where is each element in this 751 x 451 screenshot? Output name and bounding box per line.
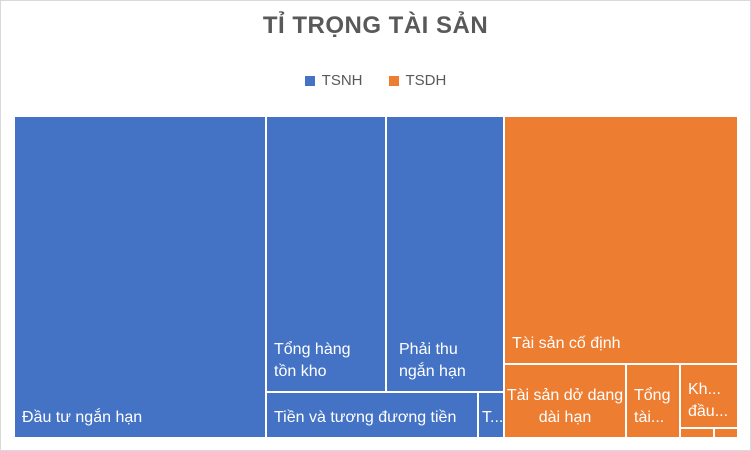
tile-label: Tài sản dở dang dài hạn <box>506 387 624 426</box>
legend-label-tsdh: TSDH <box>405 72 447 89</box>
tile-label: Tổng hàng tồn kho <box>274 341 351 380</box>
legend-label-tsnh: TSNH <box>321 72 363 89</box>
tile-label: Đầu tư ngắn hạn <box>22 409 143 426</box>
tile-label: Tài sản cố định <box>512 335 621 352</box>
treemap-tile-tien-va-tuong-duong-tien: Tiền và tương đương tiền <box>266 392 478 438</box>
tile-label: T... <box>482 409 504 426</box>
tile-label: Kh... đầu... <box>688 381 729 420</box>
tile-label: Phải thu ngắn hạn <box>399 341 466 380</box>
tile-label: Tiền và tương đương tiền <box>274 409 457 426</box>
treemap-tile-phai-thu-ngan-han: Phải thu ngắn hạn <box>386 116 504 392</box>
legend: TSNH TSDH <box>0 72 751 89</box>
tile-label: Tổng tài... <box>634 387 671 426</box>
legend-item-tsnh: TSNH <box>304 72 363 89</box>
treemap-tile-small-2 <box>714 428 738 438</box>
treemap-tile-t: T... <box>478 392 504 438</box>
treemap-tile-tai-san-do-dang-dai-han: Tài sản dở dang dài hạn <box>504 364 626 438</box>
chart-title: TỈ TRỌNG TÀI SẢN <box>262 12 489 39</box>
treemap-tile-tong-hang-ton-kho: Tổng hàng tồn kho <box>266 116 386 392</box>
legend-swatch-tsdh <box>388 75 399 86</box>
legend-item-tsdh: TSDH <box>388 72 447 89</box>
treemap-tile-kh-dau: Kh... đầu... <box>680 364 738 428</box>
treemap-tile-tong-tai: Tổng tài... <box>626 364 680 438</box>
treemap-tile-small-1 <box>680 428 714 438</box>
treemap-tile-tai-san-co-dinh: Tài sản cố định <box>504 116 738 364</box>
legend-swatch-tsnh <box>304 75 315 86</box>
treemap-tile-dau-tu-ngan-han: Đầu tư ngắn hạn <box>14 116 266 438</box>
